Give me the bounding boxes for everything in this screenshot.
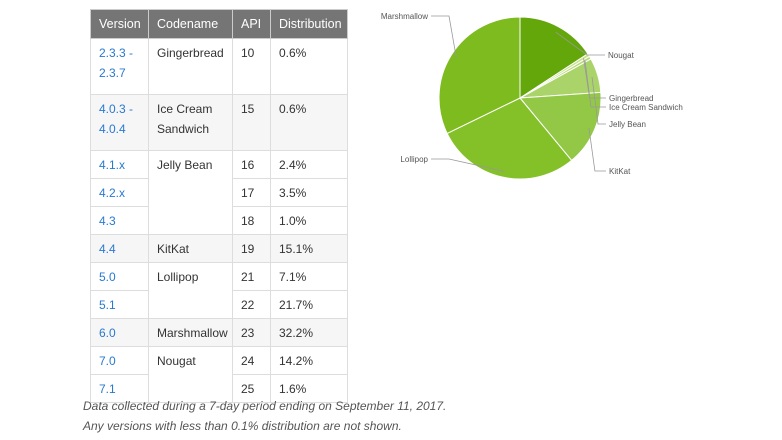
version-link[interactable]: 5.0: [99, 270, 116, 284]
version-link[interactable]: 7.1: [99, 382, 116, 396]
codename-cell: KitKat: [148, 234, 233, 263]
version-link[interactable]: 4.3: [99, 214, 116, 228]
api-cell: 15: [232, 94, 271, 151]
footnotes: Data collected during a 7-day period end…: [83, 396, 446, 436]
api-cell: 18: [232, 206, 271, 235]
version-link[interactable]: 2.3.3 - 2.3.7: [99, 46, 134, 80]
codename-cell: Ice Cream Sandwich: [148, 94, 233, 151]
header-api: API: [232, 9, 271, 39]
distribution-cell: 7.1%: [270, 262, 348, 291]
distribution-cell: 32.2%: [270, 318, 348, 347]
table-row: 4.3 18 1.0%: [90, 206, 348, 235]
distribution-cell: 14.2%: [270, 346, 348, 375]
table-row: 4.2.x 17 3.5%: [90, 178, 348, 207]
codename-cell: Marshmallow: [148, 318, 233, 347]
distribution-cell: 0.6%: [270, 38, 348, 95]
table-row: 6.0 Marshmallow 23 32.2%: [90, 318, 348, 347]
distribution-cell: 3.5%: [270, 178, 348, 207]
pie-label: KitKat: [609, 167, 631, 176]
version-link[interactable]: 4.4: [99, 242, 116, 256]
distribution-cell: 21.7%: [270, 290, 348, 319]
header-version: Version: [90, 9, 149, 39]
pie-leader-line: [555, 31, 605, 56]
codename-cell: Jelly Bean: [148, 150, 233, 235]
table-row: 7.0 Nougat 24 14.2%: [90, 346, 348, 403]
footnote-threshold: Any versions with less than 0.1% distrib…: [83, 419, 402, 433]
distribution-table: Version Codename API Distribution 2.3.3 …: [90, 9, 348, 403]
pie-label: Lollipop: [400, 155, 428, 164]
distribution-cell: 0.6%: [270, 94, 348, 151]
api-cell: 19: [232, 234, 271, 263]
pie-label: Nougat: [608, 51, 635, 60]
pie-leader-line: [584, 60, 606, 108]
header-distribution: Distribution: [270, 9, 348, 39]
pie-leader-line: [588, 127, 606, 172]
distribution-cell: 1.0%: [270, 206, 348, 235]
pie-label: Gingerbread: [609, 94, 653, 103]
pie-slice-kitkat: [518, 91, 602, 162]
codename-cell: Lollipop: [148, 262, 233, 319]
pie-label: Marshmallow: [381, 12, 428, 21]
api-cell: 21: [232, 262, 271, 291]
version-link[interactable]: 6.0: [99, 326, 116, 340]
distribution-cell: 15.1%: [270, 234, 348, 263]
codename-cell: Gingerbread: [148, 38, 233, 95]
header-codename: Codename: [148, 9, 233, 39]
table-row: 4.0.3 - 4.0.4 Ice Cream Sandwich 15 0.6%: [90, 94, 348, 151]
pie-label: Ice Cream Sandwich: [609, 103, 683, 112]
api-cell: 17: [232, 178, 271, 207]
footnote-collection-period: Data collected during a 7-day period end…: [83, 399, 447, 413]
distribution-cell: 1.6%: [270, 374, 348, 403]
table-row: 4.4 KitKat 19 15.1%: [90, 234, 348, 263]
version-link[interactable]: 4.0.3 - 4.0.4: [99, 102, 134, 136]
table-row: 4.1.x Jelly Bean 16 2.4%: [90, 150, 348, 235]
pie-leader-line: [431, 15, 457, 59]
pie-slice-marshmallow: [438, 16, 521, 135]
api-cell: 23: [232, 318, 271, 347]
table-row: 5.0 Lollipop 21 7.1%: [90, 262, 348, 319]
pie-leader-line: [431, 158, 505, 172]
table-row: 7.1 25 1.6%: [90, 374, 348, 403]
distribution-cell: 2.4%: [270, 150, 348, 179]
version-link[interactable]: 5.1: [99, 298, 116, 312]
codename-cell: Nougat: [148, 346, 233, 403]
pie-slice-nougat: [519, 16, 589, 99]
pie-slice-lollipop: [446, 97, 573, 180]
api-cell: 10: [232, 38, 271, 95]
table-row: 2.3.3 - 2.3.7 Gingerbread 10 0.6%: [90, 38, 348, 95]
api-cell: 16: [232, 150, 271, 179]
table-header-row: Version Codename API Distribution: [90, 9, 348, 39]
pie-leader-line: [591, 76, 606, 125]
version-link[interactable]: 4.2.x: [99, 186, 126, 200]
version-link[interactable]: 4.1.x: [99, 158, 126, 172]
pie-label: Jelly Bean: [609, 120, 646, 129]
api-cell: 22: [232, 290, 271, 319]
api-cell: 24: [232, 346, 271, 375]
table-row: 5.1 22 21.7%: [90, 290, 348, 319]
version-link[interactable]: 7.0: [99, 354, 116, 368]
